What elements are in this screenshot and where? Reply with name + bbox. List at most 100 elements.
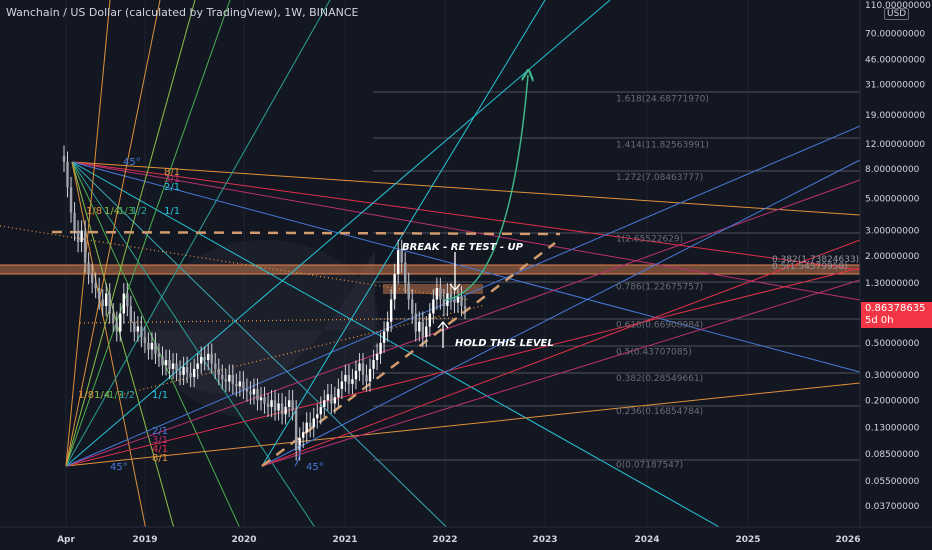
candle-body xyxy=(129,306,133,322)
y-tick-label: 3.00000000 xyxy=(865,227,920,237)
gann-labels-bottom: 1/8 1/4 1/3 1/2 1/1 2/1 3/1 4/1 8/1 45° xyxy=(78,390,168,473)
gann-label: 1/2 xyxy=(119,390,135,401)
y-tick-label: 0.13000000 xyxy=(865,423,920,433)
candle-body xyxy=(62,155,66,162)
candle-body xyxy=(119,313,122,332)
y-tick-label: 46.00000000 xyxy=(865,56,925,66)
gann-label: 1/1 xyxy=(152,390,168,401)
fib-right-label: 0.5(1.54579958) xyxy=(772,262,848,272)
x-tick-labels: Apr 2019 2020 2021 2022 2023 2024 2025 2026 xyxy=(57,535,860,545)
gann-label: 3/1 xyxy=(152,435,168,446)
y-tick-label: 0.50000000 xyxy=(865,339,920,349)
cup-pattern-ellipse xyxy=(150,240,380,420)
candle-body xyxy=(439,288,442,300)
candle-body xyxy=(147,342,150,350)
candle-body xyxy=(101,299,104,307)
candle-body xyxy=(280,403,284,415)
candle-body xyxy=(386,321,389,332)
x-tick-label: 2019 xyxy=(132,535,157,545)
chart-title: Wanchain / US Dollar (calculated by Trad… xyxy=(6,6,359,19)
gann-label: 1/8 xyxy=(78,390,94,401)
candle-body xyxy=(87,262,90,275)
y-tick-label: 0.03700000 xyxy=(865,502,920,512)
gann-label: 1/2 xyxy=(131,206,147,217)
candle-body xyxy=(263,397,266,404)
x-tick-label: 2024 xyxy=(634,535,659,545)
candle-body xyxy=(291,400,294,411)
candle-body xyxy=(231,374,235,384)
dashed-resistance xyxy=(51,230,561,236)
candle-body xyxy=(375,353,379,361)
candle-body xyxy=(421,321,424,337)
candle-body xyxy=(463,306,467,309)
candle-body xyxy=(358,363,361,371)
gann-label: 1/8 xyxy=(86,206,102,217)
fib-label: 0.5(0.43707085) xyxy=(616,347,692,357)
candle-body xyxy=(404,262,407,284)
candle-body xyxy=(80,230,83,243)
y-tick-label: 12.00000000 xyxy=(865,140,925,150)
gann-label: 1/4 xyxy=(104,206,120,217)
candle-body xyxy=(150,342,154,350)
candle-body xyxy=(372,360,375,369)
candle-body xyxy=(460,296,463,307)
fib-labels: 1.618(24.68771970) 1.414(11.82563991) 1.27… xyxy=(616,95,709,471)
candle-body xyxy=(161,356,164,366)
candle-body xyxy=(112,313,115,322)
y-tick-label: 5.00000000 xyxy=(865,195,920,205)
fib-right-label: 0.382(1.73824633) xyxy=(772,255,859,265)
candle-body xyxy=(368,368,372,382)
candle-body xyxy=(309,422,312,428)
gann-label: 1/3 xyxy=(108,390,124,401)
hold-level-text: HOLD THIS LEVEL xyxy=(455,338,554,349)
candle-body xyxy=(389,299,393,322)
candle-body xyxy=(266,403,270,407)
candle-body xyxy=(270,400,273,407)
candle-body xyxy=(305,422,308,433)
currency-button[interactable]: USD xyxy=(884,8,910,20)
annotation-arrows xyxy=(437,252,461,348)
fib-label: 0.236(0.16854784) xyxy=(616,407,703,417)
candle-body xyxy=(340,381,344,389)
y-tick-label: 70.00000000 xyxy=(865,29,925,39)
fib-label: 0.786(1.22675757) xyxy=(616,283,703,293)
y-tick-label: 0.05500000 xyxy=(865,477,920,487)
candle-body xyxy=(105,293,108,307)
gann-label: 45° xyxy=(123,157,141,168)
candle-body xyxy=(330,394,333,404)
candle-body xyxy=(235,383,238,387)
dashed-support xyxy=(261,242,556,467)
candle-body xyxy=(115,321,118,332)
x-tick-label: 2020 xyxy=(231,535,256,545)
y-tick-labels: 110.00000000 70.00000000 46.00000000 31.000… xyxy=(865,1,931,512)
y-tick-label: 0.30000000 xyxy=(865,371,920,381)
candle-body xyxy=(168,360,171,369)
candle-body xyxy=(354,370,358,380)
gann-label: 8/1 xyxy=(152,453,168,464)
candle-body xyxy=(196,363,199,369)
candle-body xyxy=(126,293,129,307)
gann-label: 3/1 xyxy=(164,174,180,185)
candle-body xyxy=(382,331,386,343)
time-axis xyxy=(0,527,932,550)
candle-body xyxy=(273,400,277,411)
candle-body xyxy=(361,363,365,375)
gann-label: 4/1 xyxy=(152,444,168,455)
candle-body xyxy=(199,356,203,364)
candle-body xyxy=(344,374,347,382)
gann-label: 1/4 xyxy=(94,390,110,401)
gann-label: 2/1 xyxy=(152,426,168,437)
candle-body xyxy=(90,274,94,284)
last-price-tag: 0.86378635 5d 0h xyxy=(861,302,932,328)
candle-body xyxy=(347,374,351,384)
x-tick-label: 2025 xyxy=(735,535,760,545)
candle-body xyxy=(207,353,210,361)
candle-body xyxy=(407,283,410,300)
y-tick-label: 110.00000000 xyxy=(865,1,931,11)
candle-body xyxy=(242,381,245,389)
candle-body xyxy=(136,326,140,332)
candle-body xyxy=(316,414,319,419)
candle-body xyxy=(298,437,301,451)
projection-arrow xyxy=(444,75,528,301)
